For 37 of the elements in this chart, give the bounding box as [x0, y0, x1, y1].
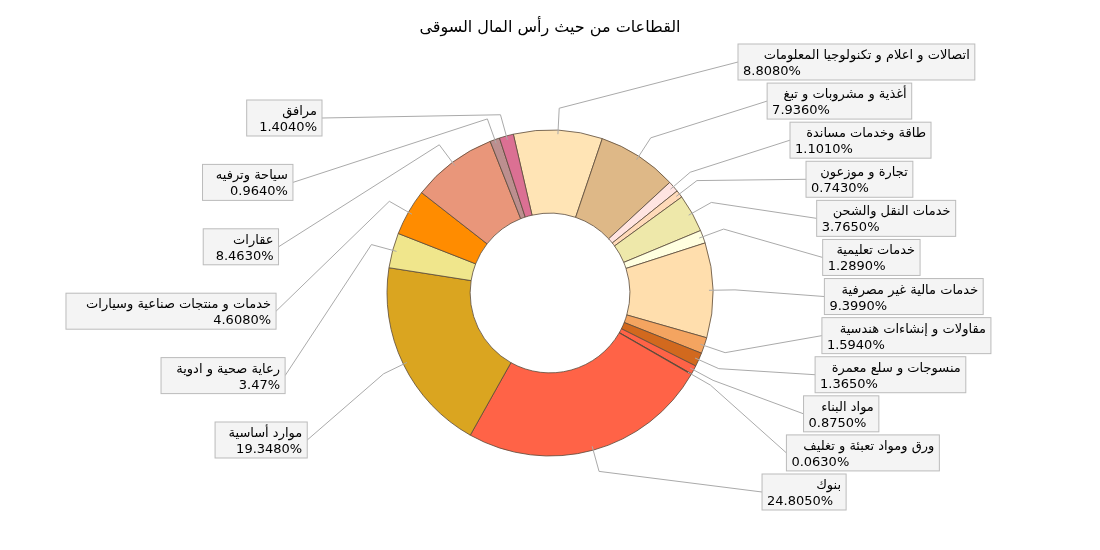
data-label: 1.4040% — [259, 119, 317, 134]
slice-label: خدمات و منتجات صناعية وسيارات — [86, 296, 272, 313]
data-label: 0.0630% — [791, 453, 850, 469]
slice-label: خدمات تعليمية — [836, 242, 916, 258]
data-label: 24.8050% — [767, 493, 834, 508]
data-label: 8.8080% — [743, 63, 801, 78]
data-label: 0.9640% — [230, 183, 288, 199]
slice-label: رعاية صحية و ادوية — [176, 360, 281, 377]
data-label: 1.3650% — [820, 375, 878, 391]
slice-label: اتصالات و اعلام و تكنولوجيا المعلومات — [763, 47, 970, 63]
slice-label: عقارات — [233, 231, 274, 248]
slice-label: طاقة وخدمات مساندة — [806, 125, 927, 142]
slice-label: بنوك — [816, 477, 842, 493]
slice-label: سياحة وترفيه — [215, 167, 288, 184]
data-label: 9.3990% — [829, 297, 888, 313]
slice-label: موارد أساسية — [228, 424, 303, 441]
chart-title: القطاعات من حيث رأس المال السوقى — [419, 16, 681, 37]
slice-label: مقاولات و إنشاءات هندسية — [839, 320, 986, 337]
data-label: 3.47% — [238, 376, 281, 392]
slice-label: مرافق — [282, 103, 317, 119]
data-label: 19.3480% — [236, 441, 303, 456]
data-label: 8.4630% — [215, 247, 274, 263]
slice-label: منسوجات و سلع معمرة — [831, 359, 961, 376]
data-label: 7.9360% — [772, 102, 830, 118]
slice-label: خدمات مالية غير مصرفية — [841, 281, 979, 298]
data-label: 1.5940% — [826, 336, 885, 352]
data-label: 0.7430% — [811, 180, 869, 196]
slice-label: مواد البناء — [821, 398, 874, 415]
slice-label: خدمات النقل والشحن — [832, 203, 951, 220]
data-label: 4.6080% — [213, 312, 272, 328]
data-label: 1.2890% — [827, 258, 886, 274]
data-label: 3.7650% — [821, 219, 880, 235]
slice-label: أغذية و مشروبات و تبغ — [783, 85, 907, 103]
slice-label: تجارة و موزعون — [820, 164, 909, 181]
data-label: 1.1010% — [794, 141, 853, 157]
slice-label: ورق ومواد تعبئة و تغليف — [803, 437, 935, 454]
data-label: 0.8750% — [808, 414, 867, 430]
